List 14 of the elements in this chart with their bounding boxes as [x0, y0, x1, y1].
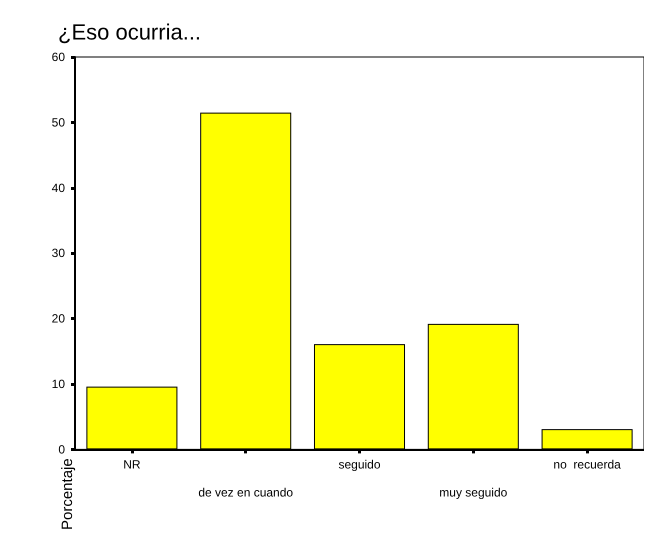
- y-axis-title: Porcentaje: [59, 458, 76, 530]
- x-tick-label: muy seguido: [439, 485, 508, 500]
- y-tick-label: 10: [52, 376, 66, 391]
- y-tick-label: 60: [52, 50, 66, 64]
- x-tick-label: NR: [123, 457, 141, 472]
- y-tick-label: 50: [52, 115, 66, 130]
- x-tick-label: de vez en cuando: [198, 485, 294, 500]
- y-tick-label: 40: [52, 180, 66, 195]
- chart-title: ¿Eso ocurria...: [58, 20, 202, 44]
- y-tick-label: 30: [52, 246, 66, 260]
- y-tick-label: 20: [52, 312, 66, 326]
- x-tick-label: no recuerda: [553, 457, 622, 472]
- x-tick-label: seguido: [338, 457, 381, 472]
- y-tick-label: 0: [58, 442, 66, 456]
